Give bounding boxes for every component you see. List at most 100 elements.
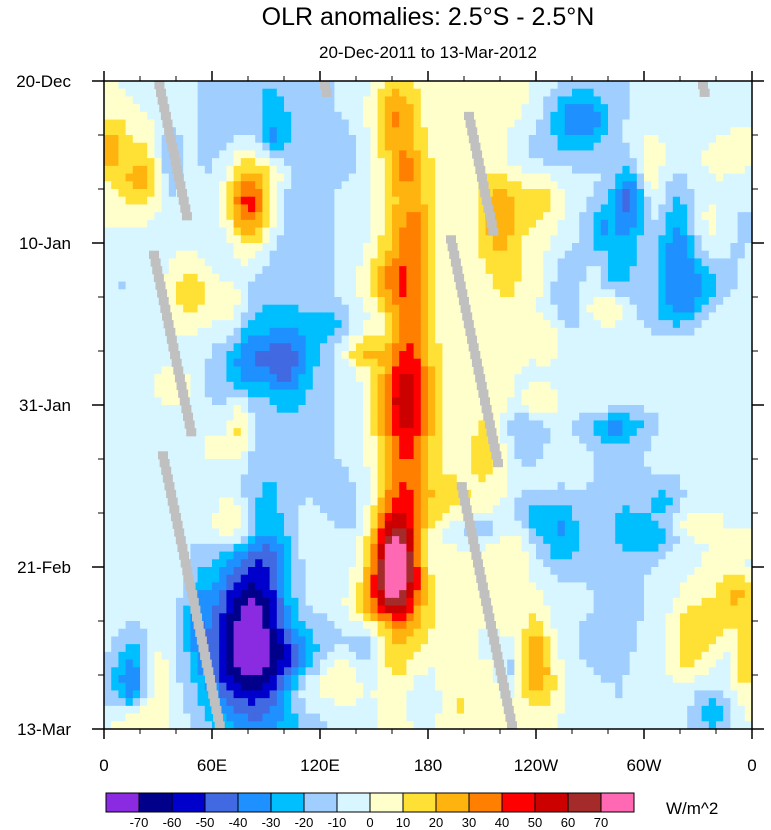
heatmap-cell — [356, 443, 364, 452]
heatmap-cell — [564, 466, 573, 476]
heatmap-cell — [341, 111, 350, 121]
heatmap-cell — [651, 243, 659, 252]
heatmap-cell — [240, 304, 249, 314]
heatmap-cell — [521, 181, 530, 190]
heatmap-cell — [680, 235, 688, 244]
heatmap-cell — [262, 150, 271, 159]
heatmap-cell — [392, 505, 400, 514]
heatmap-cell — [543, 420, 551, 429]
heatmap-cell — [341, 351, 350, 360]
heatmap-cell — [190, 335, 199, 344]
heatmap-cell — [226, 327, 235, 337]
heatmap-cell — [348, 505, 357, 514]
heatmap-cell — [651, 343, 659, 352]
heatmap-cell — [125, 304, 134, 314]
heatmap-cell — [593, 397, 602, 406]
heatmap-cell — [586, 119, 595, 128]
heatmap-cell — [226, 227, 235, 236]
heatmap-cell — [608, 474, 616, 483]
heatmap-cell — [550, 243, 559, 252]
heatmap-cell — [550, 173, 559, 182]
heatmap-cell — [399, 81, 407, 90]
heatmap-cell — [320, 366, 328, 375]
heatmap-cell — [212, 335, 220, 344]
heatmap-cell — [492, 405, 501, 414]
heatmap-cell — [168, 420, 177, 429]
heatmap-cell — [104, 497, 112, 506]
heatmap-cell — [104, 459, 112, 468]
heatmap-cell — [485, 335, 494, 344]
heatmap-cell — [291, 466, 299, 476]
heatmap-cell — [111, 243, 119, 252]
heatmap-cell — [312, 343, 321, 352]
heatmap-cell — [125, 351, 134, 360]
heatmap-cell — [348, 335, 357, 344]
heatmap-cell — [298, 374, 307, 383]
heatmap-cell — [615, 412, 623, 422]
heatmap-cell — [406, 181, 415, 190]
heatmap-cell — [507, 158, 515, 167]
heatmap-cell — [636, 366, 645, 375]
heatmap-cell — [240, 173, 249, 182]
heatmap-cell — [744, 405, 753, 414]
heatmap-cell — [428, 320, 436, 329]
heatmap-cell — [514, 127, 523, 136]
heatmap-cell — [485, 358, 494, 368]
heatmap-cell — [500, 235, 508, 244]
heatmap-cell — [550, 196, 559, 206]
heatmap-cell — [586, 173, 595, 182]
heatmap-cell — [586, 258, 595, 267]
heatmap-cell — [629, 435, 638, 445]
heatmap-cell — [521, 497, 530, 506]
heatmap-cell — [658, 281, 667, 290]
heatmap-cell — [464, 266, 472, 275]
heatmap-cell — [363, 204, 371, 213]
heatmap-cell — [125, 142, 134, 152]
heatmap-cell — [680, 497, 688, 506]
heatmap-cell — [600, 173, 609, 182]
heatmap-cell — [190, 312, 199, 321]
heatmap-cell — [701, 497, 710, 506]
heatmap-cell — [392, 173, 400, 182]
heatmap-cell — [665, 273, 674, 283]
heatmap-cell — [471, 320, 479, 329]
heatmap-cell — [176, 135, 184, 144]
heatmap-cell — [334, 327, 343, 337]
heatmap-cell — [737, 127, 746, 136]
heatmap-cell — [154, 497, 163, 506]
heatmap-cell — [269, 327, 278, 337]
heatmap-cell — [132, 466, 141, 476]
heatmap-cell — [312, 173, 321, 182]
heatmap-cell — [406, 165, 415, 175]
heatmap-cell — [600, 358, 609, 368]
heatmap-cell — [593, 196, 602, 206]
heatmap-cell — [219, 96, 227, 105]
heatmap-cell — [586, 358, 595, 368]
heatmap-cell — [536, 420, 544, 429]
heatmap-cell — [651, 358, 659, 368]
heatmap-cell — [125, 258, 134, 267]
heatmap-cell — [370, 150, 379, 159]
heatmap-cell — [255, 489, 263, 499]
heatmap-cell — [665, 405, 674, 414]
heatmap-cell — [240, 96, 249, 105]
heatmap-cell — [147, 111, 155, 121]
heatmap-cell — [629, 173, 638, 182]
heatmap-cell — [370, 142, 379, 152]
heatmap-cell — [348, 212, 357, 221]
heatmap-cell — [140, 412, 148, 422]
heatmap-cell — [543, 435, 551, 445]
heatmap-cell — [644, 351, 652, 360]
heatmap-cell — [730, 150, 739, 159]
heatmap-cell — [298, 96, 307, 105]
heatmap-cell — [219, 482, 227, 491]
heatmap-cell — [694, 428, 703, 437]
heatmap-cell — [226, 435, 235, 445]
heatmap-cell — [680, 297, 688, 306]
heatmap-cell — [615, 204, 623, 213]
heatmap-cell — [334, 281, 343, 290]
heatmap-cell — [176, 335, 184, 344]
heatmap-cell — [564, 405, 573, 414]
heatmap-cell — [485, 96, 494, 105]
heatmap-cell — [579, 459, 587, 468]
